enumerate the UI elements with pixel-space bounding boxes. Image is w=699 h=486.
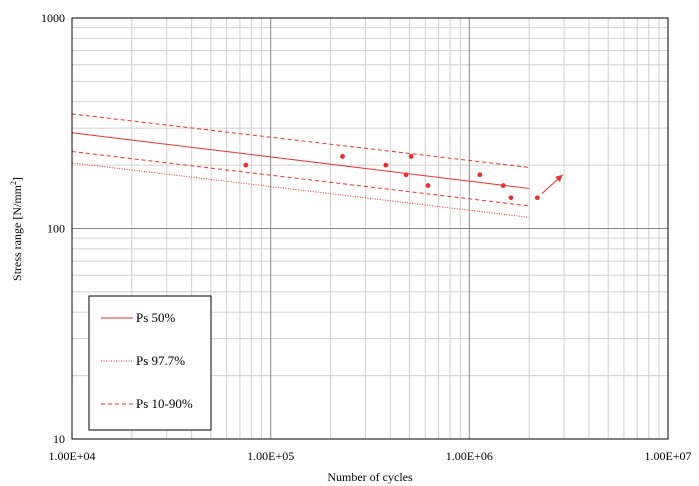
x-tick-label: 1.00E+05: [247, 449, 294, 463]
x-tick-labels: 1.00E+04 1.00E+05 1.00E+06 1.00E+07: [48, 449, 691, 463]
data-point: [403, 172, 409, 178]
data-point: [477, 172, 483, 178]
design-lines: [71, 113, 530, 218]
runout-arrow-head: [555, 174, 563, 183]
data-point: [383, 162, 389, 168]
legend-label-ps1090: Ps 10-90%: [136, 396, 193, 411]
data-point: [243, 162, 249, 168]
x-tick-label: 1.00E+06: [446, 449, 493, 463]
data-point: [534, 195, 540, 201]
legend-entry-ps1090: Ps 10-90%: [101, 396, 193, 411]
data-point: [508, 195, 514, 201]
y-tick-label: 10: [53, 432, 65, 446]
series-line-solid: [71, 132, 530, 189]
legend-label-ps50: Ps 50%: [136, 310, 176, 325]
x-tick-label: 1.00E+07: [644, 449, 691, 463]
legend-entry-ps50: Ps 50%: [101, 310, 176, 325]
data-point: [408, 154, 414, 159]
y-axis-title: Stress range [N/mm2]: [9, 177, 24, 281]
runout-arrow: [541, 174, 564, 195]
data-point: [340, 154, 345, 159]
data-point: [425, 183, 431, 188]
series-line-dotted: [71, 162, 530, 218]
legend: Ps 50% Ps 97.7% Ps 10-90%: [88, 295, 212, 431]
data-points: [243, 154, 540, 201]
plot-frame: [71, 17, 669, 440]
x-axis-title: Number of cycles: [327, 470, 413, 484]
data-point: [500, 183, 506, 188]
y-tick-label: 100: [47, 222, 65, 236]
y-axis-title-sup: 2: [9, 181, 18, 185]
y-axis-title-end: ]: [10, 177, 24, 181]
y-axis-title-main: Stress range [N/mm: [10, 184, 24, 281]
y-tick-labels: 10 100 1000: [41, 11, 65, 446]
legend-entry-ps977: Ps 97.7%: [101, 353, 185, 368]
x-tick-label: 1.00E+04: [48, 449, 95, 463]
legend-label-ps977: Ps 97.7%: [136, 353, 185, 368]
y-tick-label: 1000: [41, 11, 65, 25]
